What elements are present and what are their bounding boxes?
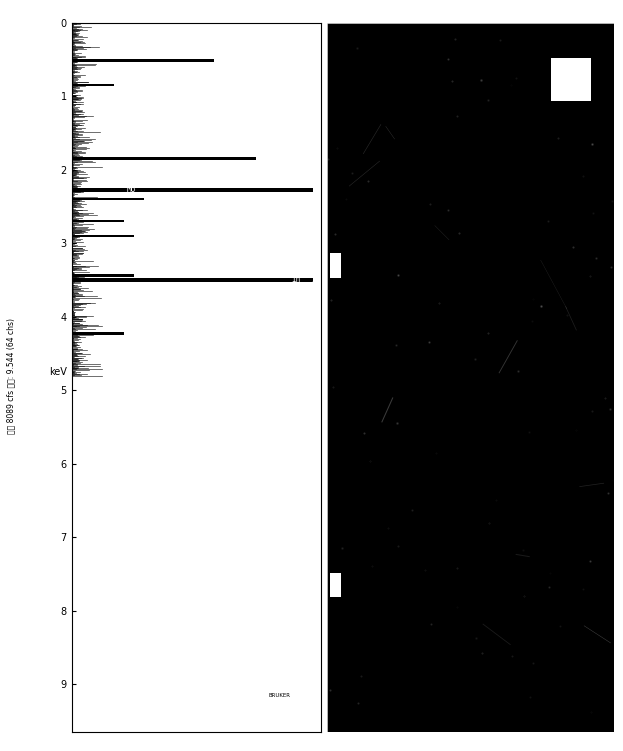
Text: BRUKER: BRUKER (269, 693, 291, 698)
Text: 图谱 8089 cfs 光标: 9.544 (64 chs): 图谱 8089 cfs 光标: 9.544 (64 chs) (7, 318, 16, 433)
Text: In: In (311, 275, 320, 284)
Y-axis label: keV: keV (49, 367, 67, 377)
Bar (72, 278, 313, 282)
Text: In: In (117, 80, 126, 89)
Bar (72, 274, 134, 277)
Text: In: In (126, 216, 136, 225)
Bar (330, 572, 341, 597)
Bar (72, 220, 124, 222)
Bar (330, 253, 341, 278)
Text: In: In (291, 275, 300, 284)
Bar (72, 198, 144, 201)
Text: Mo: Mo (136, 231, 146, 240)
Bar (551, 58, 591, 101)
Bar (72, 59, 214, 62)
Text: S: S (261, 154, 265, 163)
Bar (72, 84, 114, 86)
Text: In: In (126, 328, 136, 337)
Text: O: O (219, 56, 223, 65)
Bar (72, 234, 134, 237)
Bar (72, 21, 313, 24)
Bar (72, 189, 313, 192)
Bar (72, 333, 124, 335)
Text: Sn: Sn (136, 270, 146, 279)
Text: S: S (149, 194, 153, 203)
Text: Mo: Mo (126, 185, 136, 194)
Bar (72, 157, 256, 160)
